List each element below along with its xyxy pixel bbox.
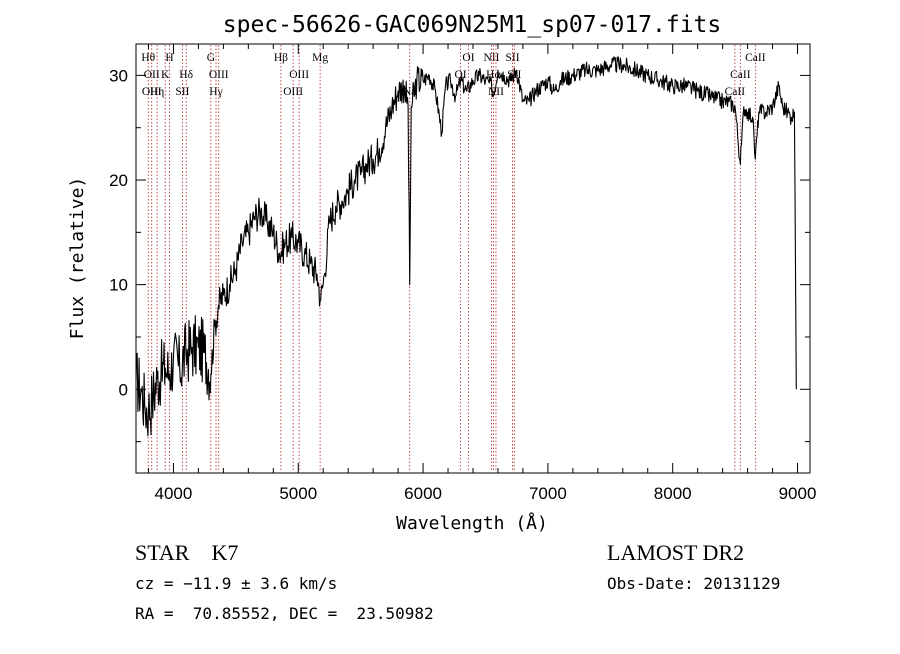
y-tick-label: 0 [119,380,128,399]
axes: 4000 5000 6000 7000 8000 9000 0 10 20 30 [109,44,816,503]
spectral-line-label: OII [144,69,160,81]
spectral-line-label: Hθ [141,52,155,64]
object-class: STAR K7 [135,540,239,565]
x-tick-label: 5000 [279,484,317,503]
redshift-velocity: cz = −11.9 ± 3.6 km/s [135,574,338,593]
x-tick-label: 7000 [529,484,567,503]
spectral-line-label: OIII [289,69,309,81]
spectral-line-label: OIII [283,86,303,98]
spectrum-line [135,56,797,437]
spectral-line-label: SII [175,86,189,98]
spectral-line-label: CaII [730,69,751,81]
x-tick-label: 8000 [654,484,692,503]
x-tick-label: 9000 [779,484,817,503]
spectral-line-label: Hη [150,86,164,98]
spectral-line-label: NII [483,52,499,64]
y-axis-label: Flux (relative) [67,177,88,340]
spectral-line-label: CaII [745,52,766,64]
spectral-line-label: Hγ [209,86,222,98]
x-tick-label: 4000 [155,484,193,503]
spectral-line-label: K [161,69,170,81]
observation-date: Obs-Date: 20131129 [607,574,781,593]
spectral-line-label: Hδ [179,69,193,81]
spectral-line-label: OIII [209,69,229,81]
y-tick-label: 30 [109,66,128,85]
spectral-line-label: OI [454,69,466,81]
y-tick-label: 20 [109,171,128,190]
spectrum-series [135,56,797,437]
chart-title: spec-56626-GAC069N25M1_sp07-017.fits [223,12,722,38]
survey-name: LAMOST DR2 [607,540,745,565]
spectral-line-label: CaII [725,86,746,98]
spectral-line-label: OI [462,52,474,64]
coordinates: RA = 70.85552, DEC = 23.50982 [135,604,434,623]
x-tick-label: 6000 [404,484,442,503]
spectral-line-label: Hβ [274,52,288,64]
spectral-line-label: G [207,52,215,64]
spectral-line-label: Mg [312,52,328,64]
spectral-line-label: H [165,52,173,64]
y-tick-label: 10 [109,276,128,295]
x-axis-label: Wavelength (Å) [396,512,548,534]
spectral-line-markers: HθOIIOIIIHηKHSIIHδGHγOIIIHβOIIIOIIIMgNaO… [141,45,766,472]
spectral-line-label: SII [506,52,520,64]
